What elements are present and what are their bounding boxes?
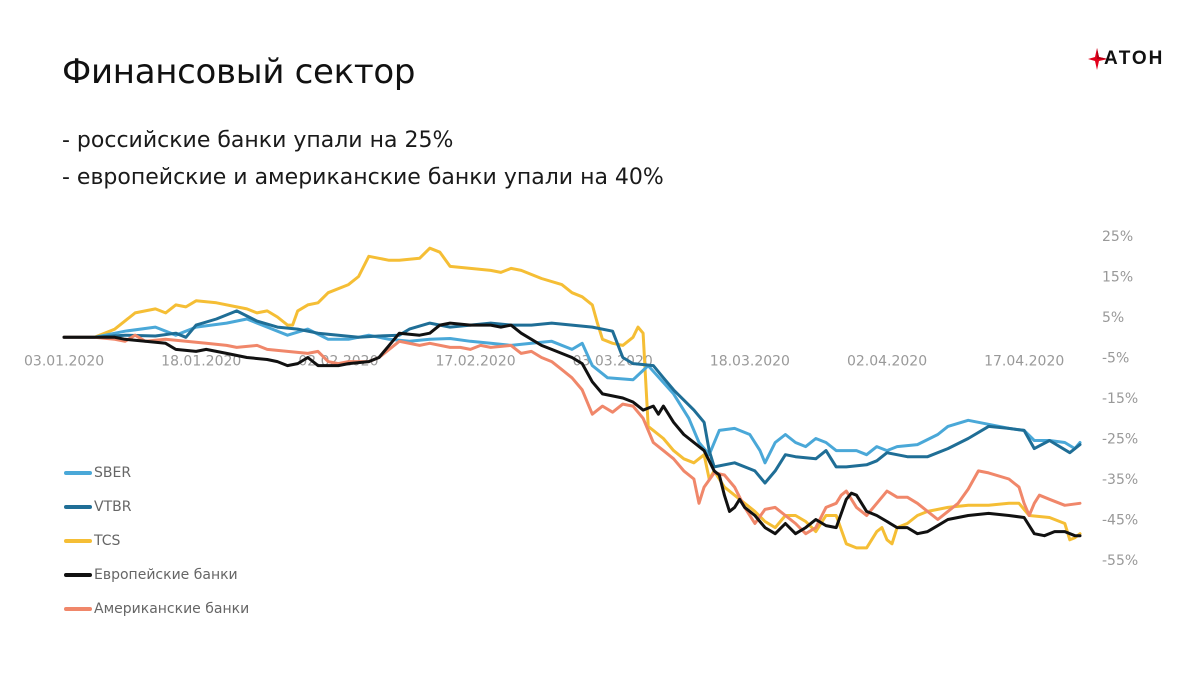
chart-legend: SBER VTBR TCS Европейские банки Американские… — [64, 456, 249, 626]
x-tick-label: 03.01.2020 — [24, 353, 104, 369]
slide-title: Финансовый сектор — [62, 52, 416, 92]
logo-text: АТОН — [1104, 48, 1165, 69]
y-tick-label: -5% — [1102, 351, 1129, 367]
legend-swatch — [64, 471, 92, 475]
legend-swatch — [64, 607, 92, 611]
legend-label: VTBR — [94, 499, 132, 515]
y-tick-label: -15% — [1102, 391, 1138, 407]
y-tick-label: 25% — [1102, 229, 1133, 245]
x-tick-label: 18.03.2020 — [710, 353, 790, 369]
y-tick-label: -45% — [1102, 513, 1138, 529]
legend-swatch — [64, 573, 92, 577]
legend-item: Американские банки — [64, 592, 249, 626]
legend-label: SBER — [94, 465, 132, 481]
legend-label: Европейские банки — [94, 567, 238, 583]
x-tick-label: 17.02.2020 — [435, 353, 515, 369]
y-tick-label: 15% — [1102, 270, 1133, 286]
x-tick-label: 02.04.2020 — [847, 353, 927, 369]
legend-item: SBER — [64, 456, 249, 490]
series-line-европейские-банки — [62, 321, 1082, 538]
legend-item: Европейские банки — [64, 558, 249, 592]
series-line-tcs — [62, 246, 1082, 550]
y-tick-label: -55% — [1102, 553, 1138, 569]
bullet-list: - российские банки упали на 25% - европе… — [62, 122, 664, 196]
bullet-eu-us-banks: - европейские и американские банки упали… — [62, 165, 664, 190]
legend-label: TCS — [94, 533, 121, 549]
legend-swatch — [64, 505, 92, 509]
aton-logo-icon — [1088, 48, 1108, 70]
legend-item: VTBR — [64, 490, 249, 524]
x-tick-label: 17.04.2020 — [984, 353, 1064, 369]
bullet-russian-banks: - российские банки упали на 25% — [62, 128, 454, 153]
y-tick-label: -35% — [1102, 472, 1138, 488]
series-line-американские-банки — [62, 333, 1082, 536]
series-line-vtbr — [62, 309, 1082, 485]
legend-item: TCS — [64, 524, 249, 558]
y-tick-label: -25% — [1102, 432, 1138, 448]
series-line-sber — [62, 317, 1082, 465]
legend-label: Американские банки — [94, 601, 250, 617]
x-tick-label: 18.01.2020 — [161, 353, 241, 369]
legend-swatch — [64, 539, 92, 543]
y-tick-label: 5% — [1102, 310, 1124, 326]
